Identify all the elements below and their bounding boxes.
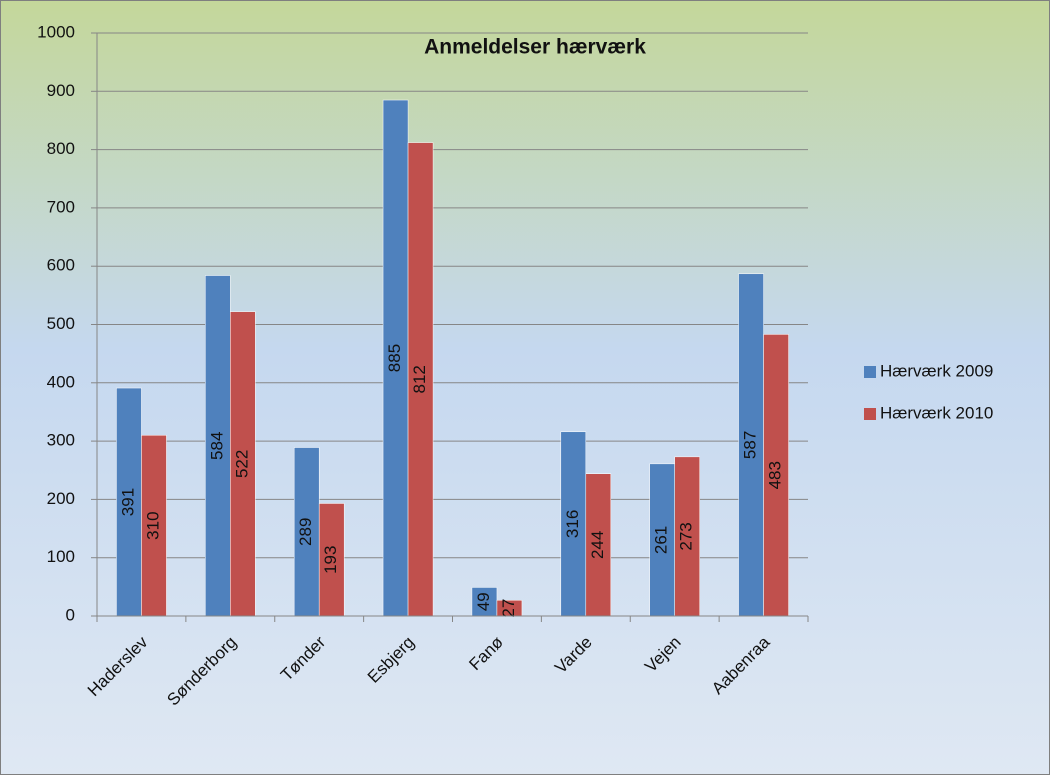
data-label: 27: [499, 599, 518, 618]
bar: [763, 334, 789, 617]
bar: [649, 463, 675, 617]
legend-label: Hærværk 2010: [880, 403, 993, 422]
bar: [738, 273, 764, 617]
bar: [585, 473, 612, 617]
y-tick-label: 0: [66, 605, 75, 624]
data-label: 483: [766, 461, 785, 489]
legend-swatch: [864, 408, 876, 420]
y-tick-label: 400: [47, 372, 75, 391]
legend-swatch: [864, 366, 876, 378]
y-tick-label: 1000: [37, 22, 75, 41]
data-label: 391: [118, 488, 137, 516]
data-label: 584: [207, 432, 226, 460]
bar: [674, 456, 700, 617]
data-label: 812: [410, 365, 429, 393]
y-tick-label: 900: [47, 81, 75, 100]
bar: [382, 99, 409, 617]
bar: [205, 275, 231, 617]
data-label: 193: [321, 546, 340, 574]
data-label: 49: [474, 592, 493, 611]
y-tick-label: 500: [47, 314, 75, 333]
bar: [230, 311, 256, 617]
data-label: 522: [232, 450, 251, 478]
bar: [407, 142, 434, 617]
y-tick-label: 700: [47, 197, 75, 216]
y-tick-label: 300: [47, 431, 75, 450]
data-label: 273: [677, 522, 696, 550]
data-label: 289: [296, 518, 315, 546]
data-label: 316: [563, 510, 582, 538]
data-label: 310: [143, 511, 162, 539]
data-label: 261: [652, 526, 671, 554]
bar: [560, 431, 587, 617]
y-tick-label: 100: [47, 547, 75, 566]
y-tick-label: 600: [47, 256, 75, 275]
data-label: 244: [588, 531, 607, 559]
bar: [116, 387, 142, 617]
y-tick-label: 200: [47, 489, 75, 508]
chart-title: Anmeldelser hærværk: [424, 36, 646, 59]
legend-label: Hærværk 2009: [880, 361, 993, 380]
bar: [141, 435, 167, 617]
data-label: 587: [741, 431, 760, 459]
bar: [293, 447, 320, 617]
bar: [471, 587, 498, 617]
data-label: 885: [385, 344, 404, 372]
bar: [318, 503, 345, 617]
y-tick-label: 800: [47, 139, 75, 158]
